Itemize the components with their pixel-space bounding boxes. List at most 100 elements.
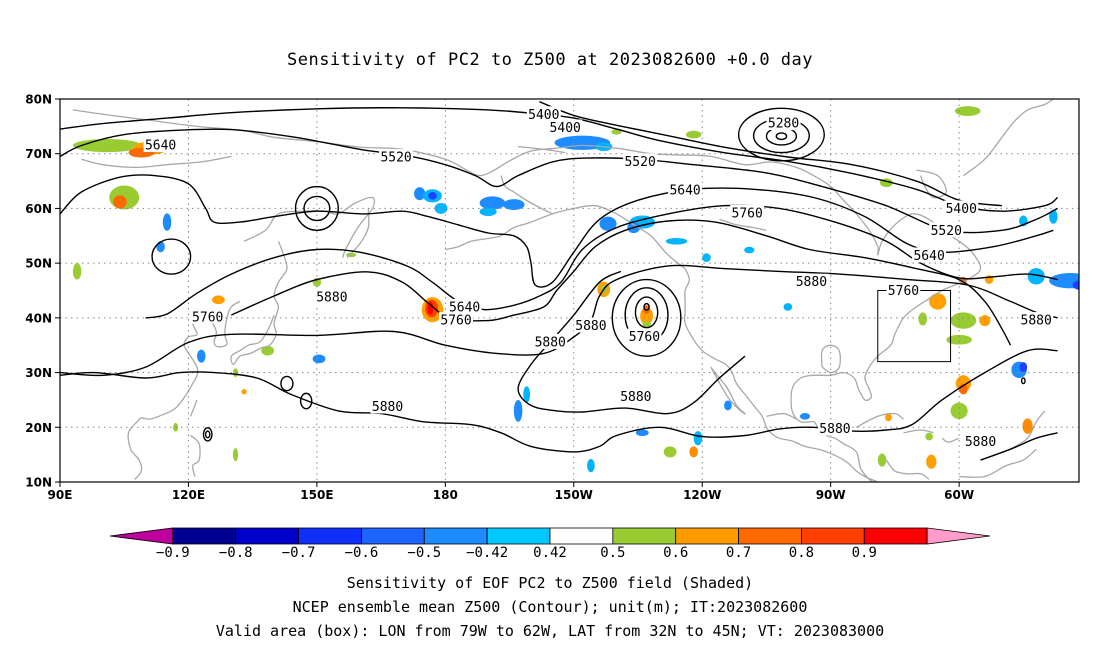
- sensitivity-patch: [513, 399, 523, 422]
- z500-closed-contour: [775, 132, 788, 141]
- colorbar-label: −0.9: [156, 545, 190, 561]
- sensitivity-patch: [599, 216, 617, 231]
- colorbar-label: −0.5: [407, 545, 441, 561]
- latitude-label: 70N: [25, 147, 52, 161]
- coastline: [445, 204, 686, 270]
- coastline: [81, 155, 232, 169]
- sensitivity-patch: [617, 493, 626, 526]
- z500-contour: [231, 219, 1012, 346]
- contour-label-bg: [929, 222, 964, 238]
- colorbar-segment: [361, 527, 425, 545]
- sensitivity-patch: [72, 263, 82, 280]
- z500-closed-contour: [1020, 377, 1026, 385]
- sensitivity-patch: [925, 432, 934, 441]
- contour-label: 5520: [380, 150, 411, 165]
- z500-closed-contour: [280, 375, 294, 392]
- contour-label: 5880: [575, 319, 606, 334]
- z500-closed-contour: [737, 107, 825, 162]
- sensitivity-shading: [72, 106, 1079, 526]
- sensitivity-patch: [1049, 209, 1058, 224]
- latitude-label: 20N: [25, 421, 52, 435]
- sensitivity-patch: [954, 106, 981, 116]
- coastline: [127, 300, 241, 480]
- map-frame: [59, 98, 1080, 483]
- map-title: Sensitivity of PC2 to Z500 at 2023082600…: [286, 50, 813, 70]
- latitude-label: 30N: [25, 366, 52, 380]
- coastline: [189, 399, 198, 417]
- sensitivity-patch: [162, 213, 172, 231]
- latitude-label: 60N: [25, 202, 52, 216]
- colorbar-segment: [549, 527, 614, 545]
- sensitivity-patch: [523, 386, 531, 403]
- sensitivity-patch: [685, 130, 702, 139]
- coastline: [903, 429, 934, 434]
- contour-label-bg: [548, 119, 583, 135]
- coastline: [230, 241, 288, 366]
- coastline: [959, 448, 1037, 478]
- z500-closed-contour: [299, 392, 313, 410]
- longitude-label: 90E: [48, 488, 73, 502]
- coastline: [1010, 410, 1046, 450]
- z500-closed-contour: [151, 238, 192, 275]
- sensitivity-patch: [724, 400, 732, 411]
- sensitivity-patch: [241, 388, 247, 395]
- colorbar-segment: [486, 527, 551, 545]
- sensitivity-patch: [197, 349, 206, 363]
- contour-label-bg: [1019, 312, 1054, 328]
- coastlines: [72, 99, 1054, 482]
- contour-label: 5280: [768, 117, 799, 132]
- colorbar-segment: [298, 527, 362, 545]
- z500-closed-contour: [204, 430, 211, 439]
- colorbar: −0.9 −0.8 −0.7 −0.6 −0.5 −0.42 0.42 0.5 0.6 0.7 0.…: [109, 527, 991, 561]
- z500-contour: [60, 174, 1054, 288]
- contour-label: 5880: [372, 400, 403, 415]
- z500-closed-contour: [611, 278, 682, 357]
- contour-label-bg: [730, 204, 765, 220]
- contour-label: 5880: [1021, 314, 1052, 329]
- colorbar-segment: [738, 527, 802, 545]
- sensitivity-patch: [693, 431, 703, 446]
- contour-label-bg: [794, 273, 829, 289]
- sensitivity-patch: [113, 195, 127, 209]
- sensitivity-patch: [1019, 362, 1028, 373]
- contour-label: 5880: [535, 335, 566, 350]
- latitude-label: 80N: [25, 93, 52, 107]
- longitude-label: 60W: [944, 488, 974, 502]
- sensitivity-patch: [744, 246, 755, 254]
- contour-label: 5880: [620, 390, 651, 405]
- contour-label-bg: [533, 333, 568, 349]
- colorbar-label: 0.8: [789, 545, 814, 561]
- contour-label-bg: [143, 136, 178, 152]
- sensitivity-patch: [663, 446, 677, 458]
- sensitivity-patch: [312, 354, 326, 364]
- longitude-label: 150W: [555, 488, 593, 502]
- colorbar-segment: [172, 527, 237, 545]
- colorbar-label: 0.6: [663, 545, 688, 561]
- contour-label-bg: [668, 181, 703, 197]
- longitude-label: 90W: [816, 488, 846, 502]
- contour-label-bg: [526, 106, 561, 122]
- contour-label: 5400: [946, 202, 977, 217]
- sensitivity-patch: [783, 303, 793, 311]
- contour-label-bg: [817, 420, 852, 436]
- coastline: [856, 412, 904, 428]
- contour-label: 5760: [629, 330, 660, 345]
- coastline: [766, 412, 797, 420]
- contour-label: 5880: [965, 435, 996, 450]
- coastline: [963, 99, 1054, 177]
- caption-valid-area: Valid area (box): LON from 79W to 62W, L…: [215, 622, 885, 640]
- sensitivity-patch: [479, 207, 497, 217]
- contour-label-bg: [370, 398, 405, 414]
- colorbar-label: 0.5: [600, 545, 625, 561]
- sensitivity-patch: [642, 321, 651, 328]
- sensitivity-patch: [414, 187, 426, 201]
- sensitivity-patch: [926, 454, 937, 469]
- contour-label-bg: [379, 148, 414, 164]
- coastline: [916, 169, 947, 199]
- contour-label-bg: [618, 388, 653, 404]
- coastline: [710, 366, 746, 415]
- contour-label: 5640: [449, 300, 480, 315]
- sensitivity-patch: [156, 241, 165, 253]
